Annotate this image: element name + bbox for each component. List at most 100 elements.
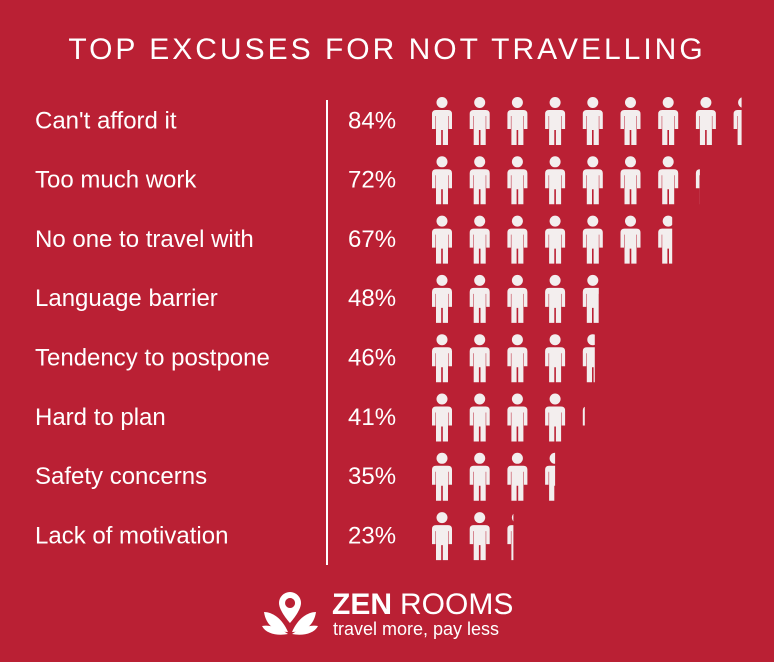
icon-head xyxy=(549,215,561,227)
icon-body xyxy=(695,110,716,145)
value-label: 67% xyxy=(348,226,396,253)
icon-head xyxy=(511,452,523,464)
icon-body xyxy=(545,169,566,205)
icon-head xyxy=(436,97,448,108)
logo-icon xyxy=(262,592,318,635)
icon-head xyxy=(738,97,742,108)
icon-body xyxy=(545,406,566,442)
icon-body xyxy=(432,406,452,442)
logo-brand-light: ROOMS xyxy=(400,588,513,621)
icon-body xyxy=(469,110,490,145)
icon-head xyxy=(511,393,523,405)
value-label: 35% xyxy=(348,463,396,490)
chart-title: TOP EXCUSES FOR NOT TRAVELLING xyxy=(68,33,705,66)
icon-row xyxy=(432,156,700,205)
icon-body xyxy=(469,169,490,205)
icon-body xyxy=(545,347,566,383)
icon-head xyxy=(511,513,514,522)
icon-head xyxy=(549,452,556,464)
icon-head xyxy=(436,512,448,524)
icon-head xyxy=(662,156,674,168)
icon-body xyxy=(432,228,452,264)
icon-body xyxy=(507,465,528,501)
icon-head xyxy=(436,215,448,227)
value-label: 48% xyxy=(348,285,396,312)
icon-head xyxy=(700,97,712,108)
icon-head xyxy=(549,393,561,405)
category-label: Can't afford it xyxy=(35,107,177,134)
icon-body xyxy=(620,110,641,145)
icon-head xyxy=(549,97,561,108)
icon-body xyxy=(507,169,528,205)
icon-body xyxy=(545,465,556,501)
icon-head xyxy=(436,156,448,168)
icon-body xyxy=(507,525,514,561)
icon-body xyxy=(658,110,679,145)
category-label: Tendency to postpone xyxy=(35,345,270,372)
icon-body xyxy=(658,169,679,205)
icon-body xyxy=(432,347,452,383)
icon-body xyxy=(620,228,641,264)
icon-body xyxy=(432,169,452,205)
icon-body xyxy=(695,169,700,189)
icon-body xyxy=(469,228,490,264)
icon-body xyxy=(733,110,742,145)
icon-head xyxy=(587,274,599,286)
icon-body xyxy=(545,228,566,264)
icon-head xyxy=(436,393,448,405)
icon-head xyxy=(587,334,595,346)
icon-row xyxy=(432,452,556,501)
category-label: Too much work xyxy=(35,167,197,194)
value-label: 84% xyxy=(348,107,396,134)
icon-head xyxy=(511,156,523,168)
icon-body xyxy=(507,110,528,145)
icon-body xyxy=(507,347,528,383)
icon-body xyxy=(507,228,528,264)
icon-head xyxy=(511,97,523,108)
icon-body xyxy=(432,465,452,501)
icon-head xyxy=(625,156,636,168)
icon-head xyxy=(549,274,561,286)
value-label: 46% xyxy=(348,345,396,372)
icon-head xyxy=(474,512,486,524)
icon-head xyxy=(474,452,486,464)
category-label: Hard to plan xyxy=(35,404,166,431)
icon-body xyxy=(432,525,452,561)
icon-body xyxy=(582,287,599,323)
icon-body xyxy=(582,228,603,264)
value-label: 41% xyxy=(348,404,396,431)
icon-head xyxy=(587,97,599,108)
icon-head xyxy=(511,334,523,346)
icon-head xyxy=(587,156,599,168)
icon-head xyxy=(474,97,486,108)
icon-head xyxy=(625,97,636,108)
icon-head xyxy=(511,274,523,286)
category-label: Lack of motivation xyxy=(35,522,228,549)
icon-row xyxy=(432,274,599,323)
icon-body xyxy=(658,228,673,264)
value-label: 23% xyxy=(348,522,396,549)
value-label: 72% xyxy=(348,167,396,194)
icon-row xyxy=(432,512,514,561)
icon-row xyxy=(432,393,585,442)
category-label: No one to travel with xyxy=(35,226,254,253)
icon-head xyxy=(436,274,448,286)
icon-head xyxy=(474,274,486,286)
icon-body xyxy=(582,110,603,145)
category-label: Language barrier xyxy=(35,285,218,312)
icon-body xyxy=(582,169,603,205)
icon-head xyxy=(662,97,674,108)
icon-row xyxy=(432,334,595,383)
icon-body xyxy=(469,525,490,561)
icon-body xyxy=(469,465,490,501)
icon-row xyxy=(432,97,742,145)
icon-head xyxy=(662,215,673,227)
icon-head xyxy=(511,215,523,227)
icon-body xyxy=(432,287,452,323)
icon-head xyxy=(625,215,636,227)
icon-body xyxy=(507,406,528,442)
icon-head xyxy=(474,215,486,227)
icon-head xyxy=(474,334,486,346)
